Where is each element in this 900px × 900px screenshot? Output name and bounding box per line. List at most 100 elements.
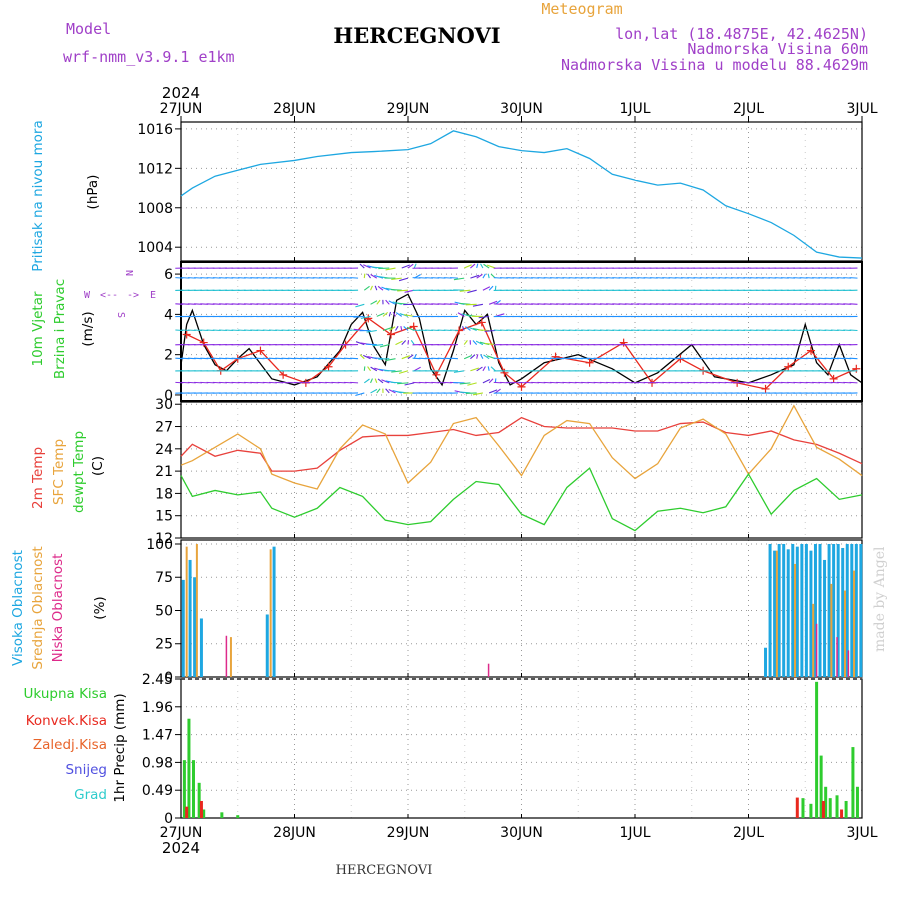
gust-marker <box>761 384 770 393</box>
ytick-label: 1.47 <box>142 728 173 744</box>
visoka-oblacnost-bar <box>777 543 781 677</box>
wind-arrow <box>388 326 396 331</box>
wind-arrow <box>476 366 483 372</box>
legend-total-rain: Ukupna Kisa <box>24 686 107 702</box>
wind-arrow <box>488 378 494 384</box>
wind-arrow <box>370 300 378 305</box>
wind-arrow <box>376 299 381 305</box>
srednja-oblacnost-bar <box>195 543 198 677</box>
wind-arrow <box>459 289 471 292</box>
wind-arrow <box>413 263 417 269</box>
wind-arrow <box>385 267 396 271</box>
ytick-label: 0.49 <box>142 783 173 799</box>
ytick-label: 21 <box>155 464 173 480</box>
niska-oblacnost-bar <box>225 635 228 677</box>
ytick-label: 1008 <box>137 201 173 217</box>
ukupna-kisa-bar <box>815 681 819 818</box>
wind-arrow <box>382 311 388 317</box>
wind-arrow <box>457 312 465 317</box>
wind-arrow <box>350 303 359 305</box>
wind-arrow <box>482 273 486 279</box>
ytick-label: 0 <box>164 670 173 686</box>
ytick-label: 1012 <box>137 161 173 177</box>
wind-arrow <box>484 342 496 346</box>
gust-marker <box>619 338 628 347</box>
wind-arrow <box>385 358 396 362</box>
gust-marker <box>477 318 486 327</box>
year-top: 2024 <box>162 84 200 102</box>
wind-arrow <box>395 325 399 331</box>
wind-arrow <box>370 273 378 279</box>
wind-arrow <box>374 378 378 384</box>
wind-arrow <box>472 340 478 345</box>
cloud-unit: (%) <box>92 596 108 619</box>
konvekkisa-bar <box>795 797 799 818</box>
ytick-label: 0 <box>164 811 173 827</box>
wind-arrow <box>363 264 371 269</box>
niska-oblacnost-bar <box>836 637 838 677</box>
wind-arrow <box>480 354 484 359</box>
xtick-label-bottom: 2JUL <box>733 825 764 841</box>
wind-arrow <box>367 366 371 372</box>
ukupna-kisa-bar <box>197 782 201 818</box>
wind-arrow <box>390 289 402 291</box>
wind-arrow <box>480 263 484 269</box>
xtick-label-top: 3JUL <box>846 101 877 117</box>
ytick-label: 24 <box>155 442 173 458</box>
wind-arrow <box>453 370 465 373</box>
wind-arrow <box>370 388 378 394</box>
wind-arrow <box>482 286 491 291</box>
lonlat-label: lon,lat (18.4875E, 42.4625N) <box>615 25 868 43</box>
model-label: Model <box>66 20 111 38</box>
wind-arrow <box>410 340 415 345</box>
wind-arrow <box>470 263 476 269</box>
visoka-oblacnost-bar <box>832 543 836 677</box>
model-name: wrf-nmm_v3.9.1 e1km <box>63 48 235 66</box>
wind-arrow <box>395 312 403 317</box>
wind-arrow <box>388 311 392 317</box>
wind-arrow <box>388 388 396 394</box>
wind-arrow <box>413 366 421 372</box>
ytick-label: 0 <box>164 388 173 404</box>
wind-arrow <box>404 382 415 386</box>
wind-arrow <box>849 357 858 360</box>
visoka-oblacnost-bar <box>850 543 854 677</box>
wind-arrow <box>472 303 484 307</box>
wind-arrow <box>379 344 390 348</box>
dewpt-temp-line <box>180 467 863 532</box>
wind-arrow <box>367 273 371 279</box>
low-cloud-ylabel: Niska Oblacnost <box>50 554 66 663</box>
ytick-label: 50 <box>155 603 173 619</box>
ytick-label: 12 <box>155 531 173 547</box>
visoka-oblacnost-bar <box>193 577 197 677</box>
tsfc-ylabel: SFC Temp <box>51 439 67 505</box>
konvekkisa-bar <box>840 809 844 818</box>
svg-text:<--: <-- <box>100 290 118 301</box>
gust-marker <box>324 362 333 371</box>
ytick-label: 100 <box>146 537 173 553</box>
wind-arrow <box>472 392 484 396</box>
wind-arrow <box>468 326 477 332</box>
svg-text:->: -> <box>127 290 139 301</box>
visoka-oblacnost-bar <box>854 543 858 677</box>
visoka-oblacnost-bar <box>823 559 827 677</box>
wind-arrow <box>397 382 409 385</box>
wind-arrow <box>397 289 409 292</box>
visoka-oblacnost-bar <box>773 550 777 677</box>
wind-arrow <box>488 285 494 291</box>
wind-arrow <box>488 300 498 305</box>
wind-arrow <box>350 357 359 360</box>
xtick-label-top: 28JUN <box>273 101 316 117</box>
ukupna-kisa-bar <box>220 812 224 818</box>
wind-arrow <box>401 264 410 269</box>
ytick-label: 2.45 <box>142 672 173 688</box>
wind-arrow <box>398 277 409 282</box>
wind-arrow <box>392 311 396 317</box>
visoka-oblacnost-bar <box>764 647 768 677</box>
gust-marker <box>199 338 208 347</box>
xtick-label-top: 30JUN <box>500 101 543 117</box>
visoka-oblacnost-bar <box>768 543 772 677</box>
ukupna-kisa-bar <box>819 755 823 818</box>
wind-ylabel-2: Brzina i Pravac <box>52 279 68 379</box>
